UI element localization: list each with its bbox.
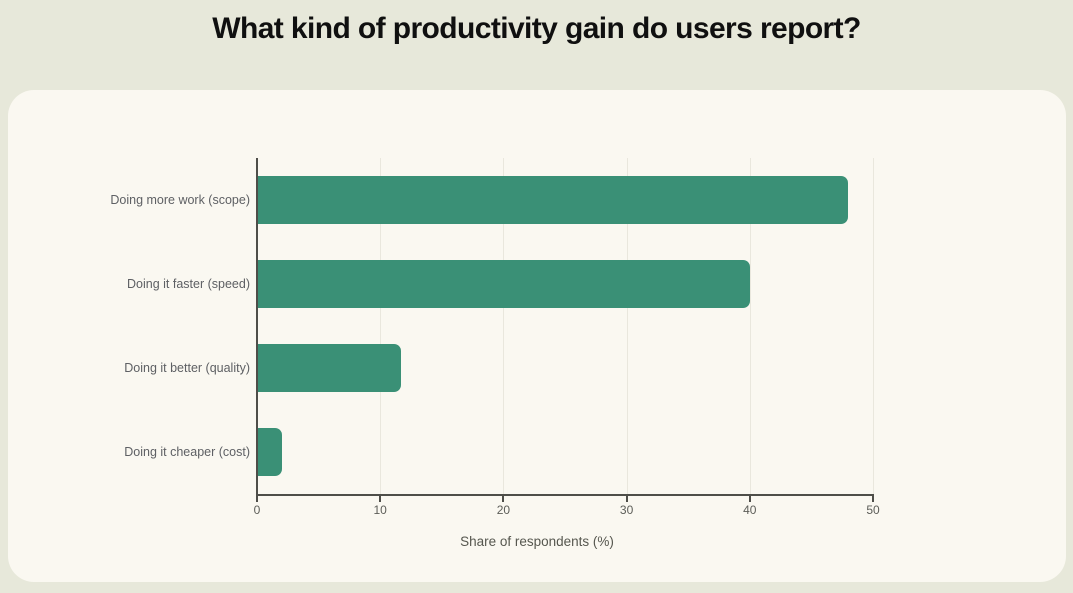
gridline	[503, 158, 505, 494]
chart-card: Doing more work (scope) Doing it faster (…	[8, 90, 1066, 582]
chart-rows: Doing more work (scope) Doing it faster (…	[8, 158, 873, 494]
tick-mark	[379, 496, 382, 502]
x-axis-line	[256, 494, 874, 496]
page-title: What kind of productivity gain do users …	[212, 12, 861, 45]
tick-label: 10	[373, 503, 387, 517]
category-label: Doing it faster (speed)	[127, 277, 250, 291]
chart-row: Doing it better (quality)	[8, 326, 873, 410]
bar-track	[257, 176, 873, 224]
x-axis-ticks: 0 10 20 30 40 50	[253, 494, 880, 524]
gridline	[749, 158, 751, 494]
chart-row: Doing more work (scope)	[8, 158, 873, 242]
bar-chart: Doing more work (scope) Doing it faster (…	[8, 158, 874, 494]
bar-track	[257, 344, 873, 392]
tick-mark	[256, 496, 258, 502]
gridline	[873, 158, 874, 494]
bar	[257, 260, 750, 308]
tick-mark	[502, 496, 505, 502]
tick-label: 20	[496, 503, 511, 517]
bar-track	[257, 428, 873, 476]
chart-row: Doing it faster (speed)	[8, 242, 873, 326]
gridlines-layer	[257, 158, 874, 494]
gridline	[380, 158, 382, 494]
tick-label: 50	[866, 503, 880, 517]
y-axis-spine	[256, 158, 258, 496]
bar	[257, 176, 849, 224]
bar	[257, 428, 282, 476]
tick-label: 0	[253, 503, 261, 517]
bar-track	[257, 260, 873, 308]
tick-label: 40	[743, 503, 757, 517]
category-label: Doing more work (scope)	[110, 193, 250, 207]
tick-mark	[872, 496, 874, 502]
tick-mark	[625, 496, 628, 502]
x-axis-label: Share of respondents (%)	[460, 534, 614, 549]
chart-row: Doing it cheaper (cost)	[8, 410, 873, 494]
gridline	[626, 158, 628, 494]
tick-mark	[748, 496, 751, 502]
tick-label: 30	[619, 503, 634, 517]
bar	[257, 344, 402, 392]
category-label: Doing it cheaper (cost)	[124, 445, 250, 459]
category-label: Doing it better (quality)	[124, 361, 250, 375]
